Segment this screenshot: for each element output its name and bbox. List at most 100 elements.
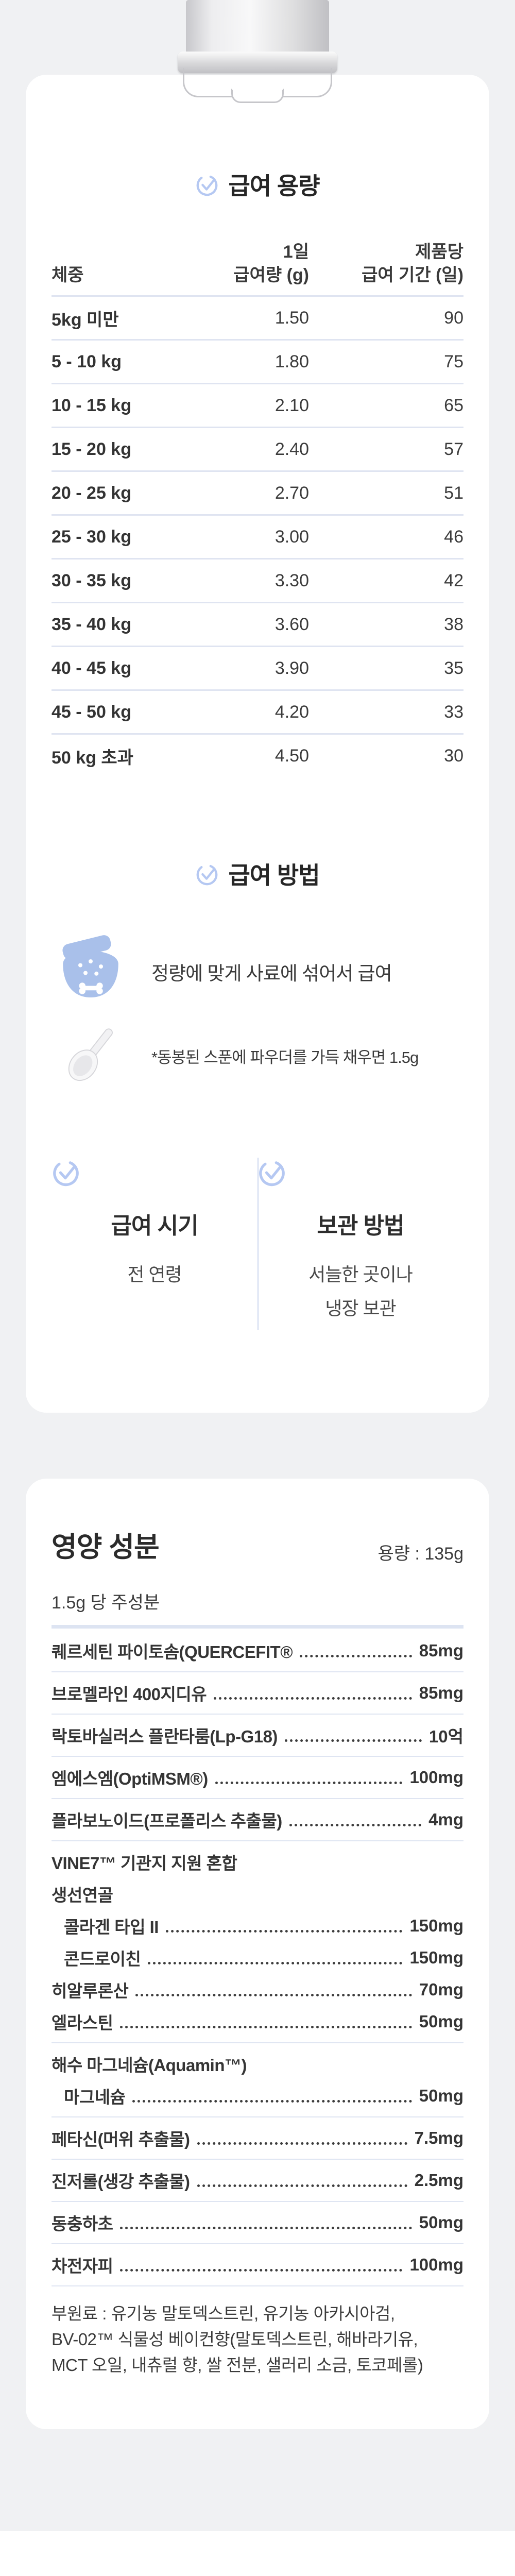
ingredient-name: 페타신(머위 추출물) — [52, 2130, 190, 2149]
ingredient-name: 생선연골 — [52, 1886, 113, 1905]
duration-cell: 38 — [444, 614, 464, 634]
ingredient-value: 4mg — [428, 1810, 464, 1829]
feeding-method-title: 급여 방법 — [52, 857, 464, 891]
duration-cell: 51 — [444, 483, 464, 503]
check-circle-icon — [53, 1160, 79, 1187]
table-separator — [52, 602, 464, 603]
feeding-method-text: 정량에 맞게 사료에 섞어서 급여 — [151, 963, 392, 984]
nutrition-row: 브로멜라인 400지디유 85mg — [52, 1677, 464, 1709]
weight-cell: 35 - 40 kg — [52, 614, 131, 634]
timing-title: 급여 시기 — [111, 1213, 198, 1239]
check-circle-icon — [197, 864, 218, 886]
nutrition-separator — [52, 2285, 464, 2286]
table-separator — [52, 733, 464, 735]
ingredient-value: 50mg — [419, 2213, 464, 2232]
duration-cell: 33 — [444, 702, 464, 722]
dotted-leader — [214, 1687, 412, 1700]
scoop-spoon-icon — [52, 1025, 130, 1087]
nutrition-row: 생선연골 — [52, 1878, 464, 1910]
daily-amount-cell: 2.40 — [274, 439, 309, 459]
daily-amount-cell: 1.50 — [274, 308, 309, 328]
ingredient-value: 85mg — [419, 1641, 464, 1660]
table-row: 10 - 15 kg 2.10 65 — [52, 384, 464, 427]
ingredient-value: 85mg — [419, 1683, 464, 1702]
table-separator — [52, 646, 464, 647]
table-separator — [52, 339, 464, 341]
table-row: 5 - 10 kg 1.80 75 — [52, 341, 464, 383]
col-header-daily: 1일 급여량 (g) — [233, 242, 309, 285]
feeding-method-item: 정량에 맞게 사료에 섞어서 급여 — [52, 933, 464, 1010]
col-header-duration: 제품당 급여 기간 (일) — [362, 242, 464, 285]
feeding-method-item: *동봉된 스푼에 파우더를 가득 채우면 1.5g — [52, 1025, 464, 1087]
timing-storage-section: 급여 시기 전 연령 보관 방법 서늘한 곳이나 냉장 보관 — [52, 1158, 464, 1330]
table-separator — [52, 689, 464, 691]
table-separator — [52, 558, 464, 560]
nutrition-separator — [52, 1714, 464, 1715]
ingredient-value: 50mg — [419, 2012, 464, 2031]
dotted-leader — [120, 2259, 403, 2272]
dotted-leader — [120, 2015, 412, 2028]
ingredient-name: 락토바실러스 플란타룸(Lp-G18) — [52, 1727, 278, 1746]
feeding-timing-column: 급여 시기 전 연령 — [52, 1158, 258, 1326]
ingredient-value: 150mg — [409, 1948, 464, 1967]
ingredient-name: 콜라겐 타입 II — [64, 1918, 159, 1937]
sub-ingredients-note: 부원료 : 유기농 말토덱스트린, 유기농 아카시아검, BV-02™ 식물성 … — [52, 2304, 423, 2375]
nutrition-row: 엠에스엠(OptiMSM®) 100mg — [52, 1761, 464, 1793]
tube-body — [186, 0, 329, 58]
table-separator — [52, 514, 464, 516]
weight-cell: 25 - 30 kg — [52, 527, 131, 547]
duration-cell: 46 — [444, 527, 464, 547]
ingredient-value: 150mg — [409, 1916, 464, 1935]
daily-amount-cell: 3.60 — [274, 614, 309, 634]
daily-amount-cell: 4.50 — [274, 745, 309, 766]
duration-cell: 57 — [444, 439, 464, 459]
daily-amount-cell: 1.80 — [274, 351, 309, 371]
table-row: 35 - 40 kg 3.60 38 — [52, 603, 464, 646]
duration-cell: 35 — [444, 658, 464, 678]
daily-amount-cell: 3.90 — [274, 658, 309, 678]
nutrition-row: 콜라겐 타입 II 150mg — [52, 1910, 464, 1942]
nutrition-separator — [52, 1671, 464, 1672]
ingredient-name: VINE7™ 기관지 지원 혼합 — [52, 1854, 237, 1873]
daily-amount-cell: 2.70 — [274, 483, 309, 503]
storage-title: 보관 방법 — [317, 1213, 404, 1239]
table-row: 25 - 30 kg 3.00 46 — [52, 516, 464, 558]
table-header-row: 체중 1일 급여량 (g) 제품당 급여 기간 (일) — [52, 233, 464, 295]
dotted-leader — [215, 1771, 403, 1784]
col-header-weight: 체중 — [52, 265, 84, 285]
table-row: 40 - 45 kg 3.90 35 — [52, 647, 464, 689]
ingredient-name: 콘드로이친 — [64, 1950, 141, 1969]
duration-cell: 42 — [444, 570, 464, 590]
nutrition-row: 해수 마그네슘(Aquamin™) — [52, 2048, 464, 2080]
ingredient-name: 플라보노이드(프로폴리스 추출물) — [52, 1811, 282, 1831]
dotted-leader — [135, 1984, 412, 1996]
nutrition-separator — [52, 2201, 464, 2202]
ingredient-name: 퀘르세틴 파이토솜(QUERCEFIT® — [52, 1642, 293, 1662]
nutrition-header: 영양 성분 용량 : 135g — [52, 1479, 464, 1565]
daily-amount-cell: 2.10 — [274, 395, 309, 415]
table-row: 20 - 25 kg 2.70 51 — [52, 472, 464, 514]
dotted-leader — [132, 2090, 412, 2103]
dotted-leader — [120, 2216, 412, 2229]
nutrition-separator — [52, 2159, 464, 2160]
section-title-text: 급여 용량 — [228, 173, 320, 199]
nutrition-row: 콘드로이친 150mg — [52, 1942, 464, 1974]
nutrition-facts-card: 영양 성분 용량 : 135g 1.5g 당 주성분 퀘르세틴 파이토솜(QUE… — [26, 1479, 489, 2429]
ingredient-value: 10억 — [428, 1727, 464, 1746]
check-circle-icon — [259, 1160, 285, 1187]
food-bowl-icon — [52, 933, 130, 1010]
daily-amount-cell: 3.30 — [274, 570, 309, 590]
dotted-leader — [165, 1920, 403, 1933]
dotted-leader — [284, 1729, 422, 1742]
table-row: 5kg 미만 1.50 90 — [52, 297, 464, 339]
ingredient-value: 100mg — [409, 2255, 464, 2274]
weight-cell: 5kg 미만 — [52, 310, 119, 330]
dotted-leader — [300, 1645, 412, 1657]
timing-desc: 전 연령 — [127, 1264, 182, 1285]
ingredient-value: 2.5mg — [414, 2171, 464, 2190]
dotted-leader — [148, 1952, 403, 1964]
nutrition-row: 동충하초 50mg — [52, 2207, 464, 2239]
section-title-text: 급여 방법 — [228, 862, 320, 889]
nutrition-row: 페타신(머위 추출물) 7.5mg — [52, 2122, 464, 2154]
per-serving-label: 1.5g 당 주성분 — [52, 1593, 160, 1613]
